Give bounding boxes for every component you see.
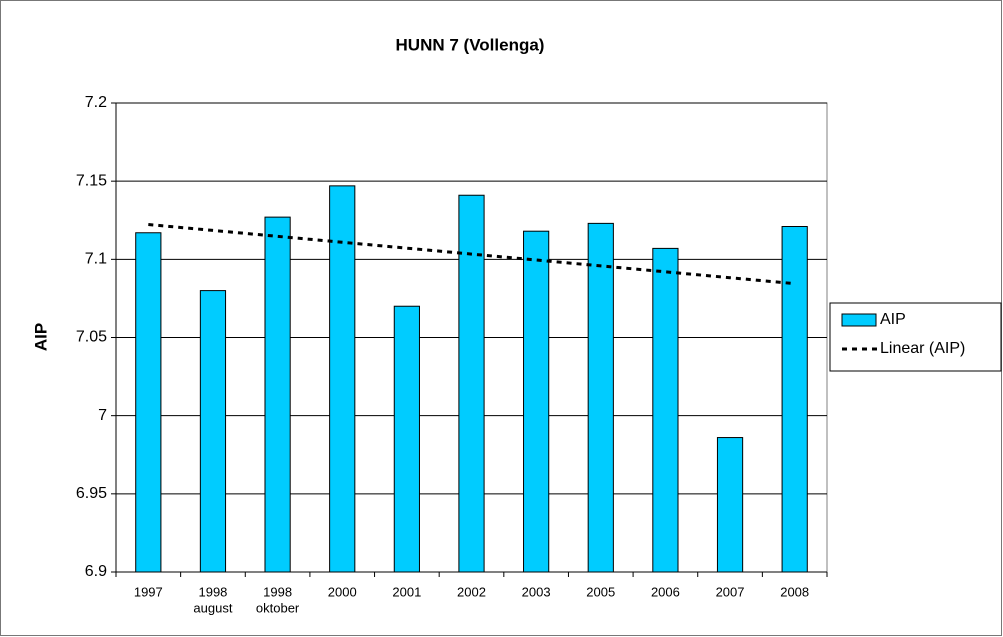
bar — [329, 185, 356, 573]
legend-box — [829, 302, 1002, 372]
x-tick-label: oktober — [256, 600, 300, 615]
legend-swatch — [841, 313, 877, 327]
bar — [523, 230, 550, 573]
y-tick-label: 7.05 — [76, 329, 107, 346]
x-tick-label: 2007 — [716, 584, 745, 599]
bar — [781, 226, 808, 573]
legend-label: Linear (AIP) — [880, 340, 965, 357]
bar — [264, 216, 291, 573]
y-tick-label: 6.95 — [76, 485, 107, 502]
y-tick-label: 7.2 — [85, 94, 107, 111]
chart-title: HUNN 7 (Vollenga) — [396, 35, 545, 54]
x-tick-label: 2002 — [457, 584, 486, 599]
trend-line — [148, 223, 795, 286]
x-tick-label: 2006 — [651, 584, 680, 599]
x-tick-label: 1998 — [198, 584, 227, 599]
bar — [199, 290, 227, 573]
y-tick-label: 7 — [98, 407, 107, 424]
x-tick-label: august — [193, 600, 232, 615]
bar — [587, 222, 614, 573]
bar — [458, 194, 485, 573]
x-tick-label: 1997 — [134, 584, 163, 599]
x-tick-label: 1998 — [263, 584, 292, 599]
y-tick-label: 7.1 — [85, 251, 107, 268]
x-tick-label: 2008 — [780, 584, 809, 599]
y-axis-label: AIP — [31, 323, 50, 351]
x-tick-label: 2001 — [392, 584, 421, 599]
bar — [393, 305, 420, 573]
y-tick-label: 6.9 — [85, 563, 107, 580]
bar — [716, 437, 744, 573]
y-tick-label: 7.15 — [76, 172, 107, 189]
legend-label: AIP — [880, 311, 906, 328]
x-tick-label: 2003 — [522, 584, 551, 599]
x-tick-label: 2000 — [328, 584, 357, 599]
x-tick-label: 2005 — [586, 584, 615, 599]
bar — [652, 247, 679, 573]
bar — [135, 232, 162, 573]
